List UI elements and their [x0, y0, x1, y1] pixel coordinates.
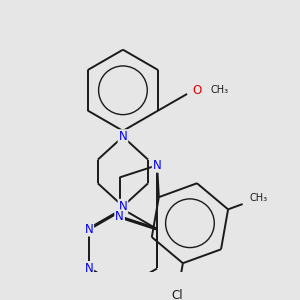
Text: N: N: [84, 262, 93, 275]
Text: Cl: Cl: [171, 289, 183, 300]
Text: N: N: [153, 159, 161, 172]
Text: N: N: [118, 130, 127, 143]
Text: CH₃: CH₃: [211, 85, 229, 95]
Text: N: N: [118, 200, 127, 213]
Text: N: N: [84, 223, 93, 236]
Text: CH₃: CH₃: [250, 193, 268, 203]
Text: N: N: [115, 210, 124, 224]
Text: O: O: [192, 84, 201, 97]
